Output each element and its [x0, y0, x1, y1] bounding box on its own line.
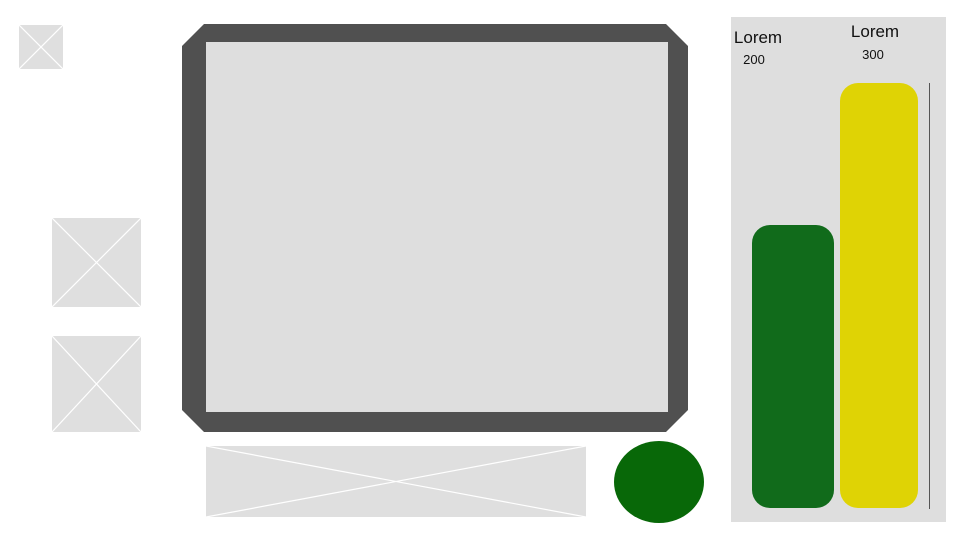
image-placeholder-icon — [206, 446, 586, 517]
chart-axis-line — [929, 83, 930, 509]
chart-bar-1 — [752, 225, 834, 508]
bar-value-2: 300 — [862, 47, 884, 62]
green-circle-button[interactable] — [614, 441, 704, 523]
banner-image-placeholder — [206, 446, 586, 517]
image-placeholder-icon — [19, 25, 63, 69]
image-placeholder-1 — [52, 218, 141, 307]
image-placeholder-icon — [52, 336, 141, 432]
bar-label-1: Lorem — [733, 28, 783, 47]
image-placeholder-small — [19, 25, 63, 69]
monitor-screen[interactable] — [206, 42, 668, 412]
image-placeholder-icon — [52, 218, 141, 307]
image-placeholder-2 — [52, 336, 141, 432]
chart-bar-2 — [840, 83, 918, 508]
bar-value-1: 200 — [743, 52, 765, 67]
bar-label-2: Lorem — [850, 22, 900, 41]
